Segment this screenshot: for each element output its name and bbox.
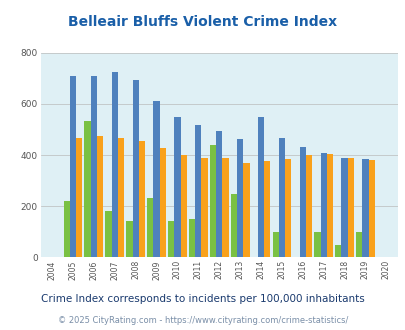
Bar — [272, 232, 278, 257]
Bar — [105, 211, 111, 257]
Bar — [237, 139, 243, 257]
Bar — [188, 219, 195, 257]
Bar — [355, 232, 362, 257]
Bar — [201, 158, 207, 257]
Bar — [335, 245, 341, 257]
Bar — [174, 117, 180, 257]
Bar — [305, 155, 311, 257]
Bar — [243, 163, 249, 257]
Bar — [97, 136, 103, 257]
Bar — [126, 221, 132, 257]
Bar — [153, 101, 159, 257]
Bar — [70, 76, 76, 257]
Bar — [230, 194, 237, 257]
Bar — [111, 72, 117, 257]
Bar — [195, 125, 201, 257]
Bar — [347, 158, 353, 257]
Bar — [278, 139, 284, 257]
Bar — [180, 155, 186, 257]
Bar — [139, 141, 145, 257]
Bar — [368, 160, 374, 257]
Text: Belleair Bluffs Violent Crime Index: Belleair Bluffs Violent Crime Index — [68, 15, 337, 29]
Bar — [147, 198, 153, 257]
Bar — [222, 158, 228, 257]
Bar — [168, 221, 174, 257]
Bar — [209, 145, 215, 257]
Bar — [91, 76, 97, 257]
Bar — [84, 120, 91, 257]
Bar — [320, 153, 326, 257]
Bar — [264, 161, 270, 257]
Bar — [64, 201, 70, 257]
Bar — [76, 138, 82, 257]
Bar — [159, 148, 166, 257]
Bar — [341, 158, 347, 257]
Bar — [132, 81, 139, 257]
Bar — [215, 131, 222, 257]
Bar — [362, 159, 368, 257]
Bar — [326, 154, 332, 257]
Bar — [284, 159, 291, 257]
Bar — [257, 117, 264, 257]
Bar — [313, 232, 320, 257]
Text: Crime Index corresponds to incidents per 100,000 inhabitants: Crime Index corresponds to incidents per… — [41, 294, 364, 304]
Text: © 2025 CityRating.com - https://www.cityrating.com/crime-statistics/: © 2025 CityRating.com - https://www.city… — [58, 316, 347, 325]
Bar — [299, 147, 305, 257]
Bar — [117, 138, 124, 257]
